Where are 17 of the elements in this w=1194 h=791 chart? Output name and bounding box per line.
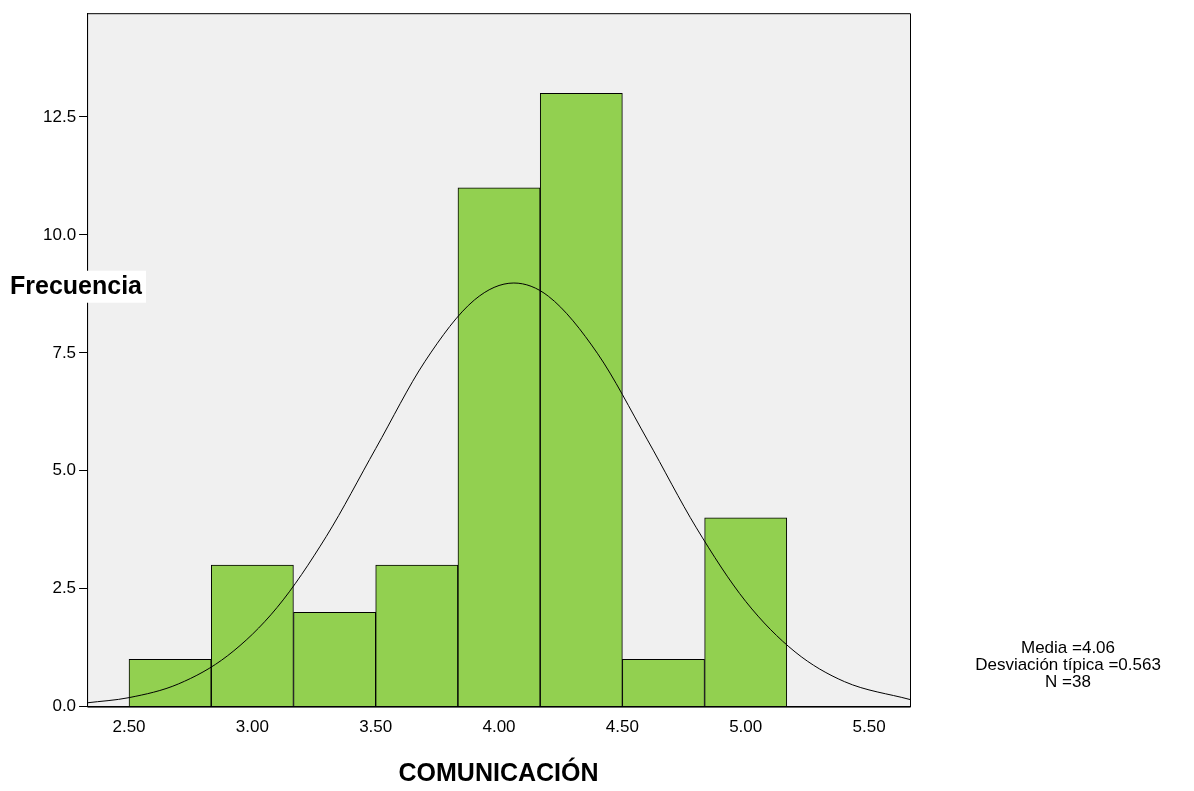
x-tick-label: 2.50 — [112, 717, 146, 737]
y-tick-label: 5.0 — [52, 460, 77, 480]
x-tick-label: 3.50 — [359, 717, 393, 737]
y-tick-label: 0.0 — [52, 696, 77, 716]
x-tick-label: 4.00 — [482, 717, 516, 737]
x-tick-label: 5.50 — [852, 717, 886, 737]
x-tick-label: 4.50 — [605, 717, 639, 737]
x-tick-label: 5.00 — [729, 717, 763, 737]
text: Media =4.06 — [1020, 637, 1116, 657]
x-tick-label: 3.00 — [235, 717, 269, 737]
x-axis-title: COMUNICACIÓN — [398, 756, 599, 786]
y-tick-label: 12.5 — [42, 106, 77, 126]
y-axis-title: Frecuencia — [10, 270, 144, 299]
y-tick-label: 10.0 — [42, 224, 77, 244]
y-tick-label: 7.5 — [52, 342, 77, 362]
y-tick-label: 2.5 — [52, 578, 77, 598]
text: Desviación típica =0.563 — [975, 654, 1161, 674]
